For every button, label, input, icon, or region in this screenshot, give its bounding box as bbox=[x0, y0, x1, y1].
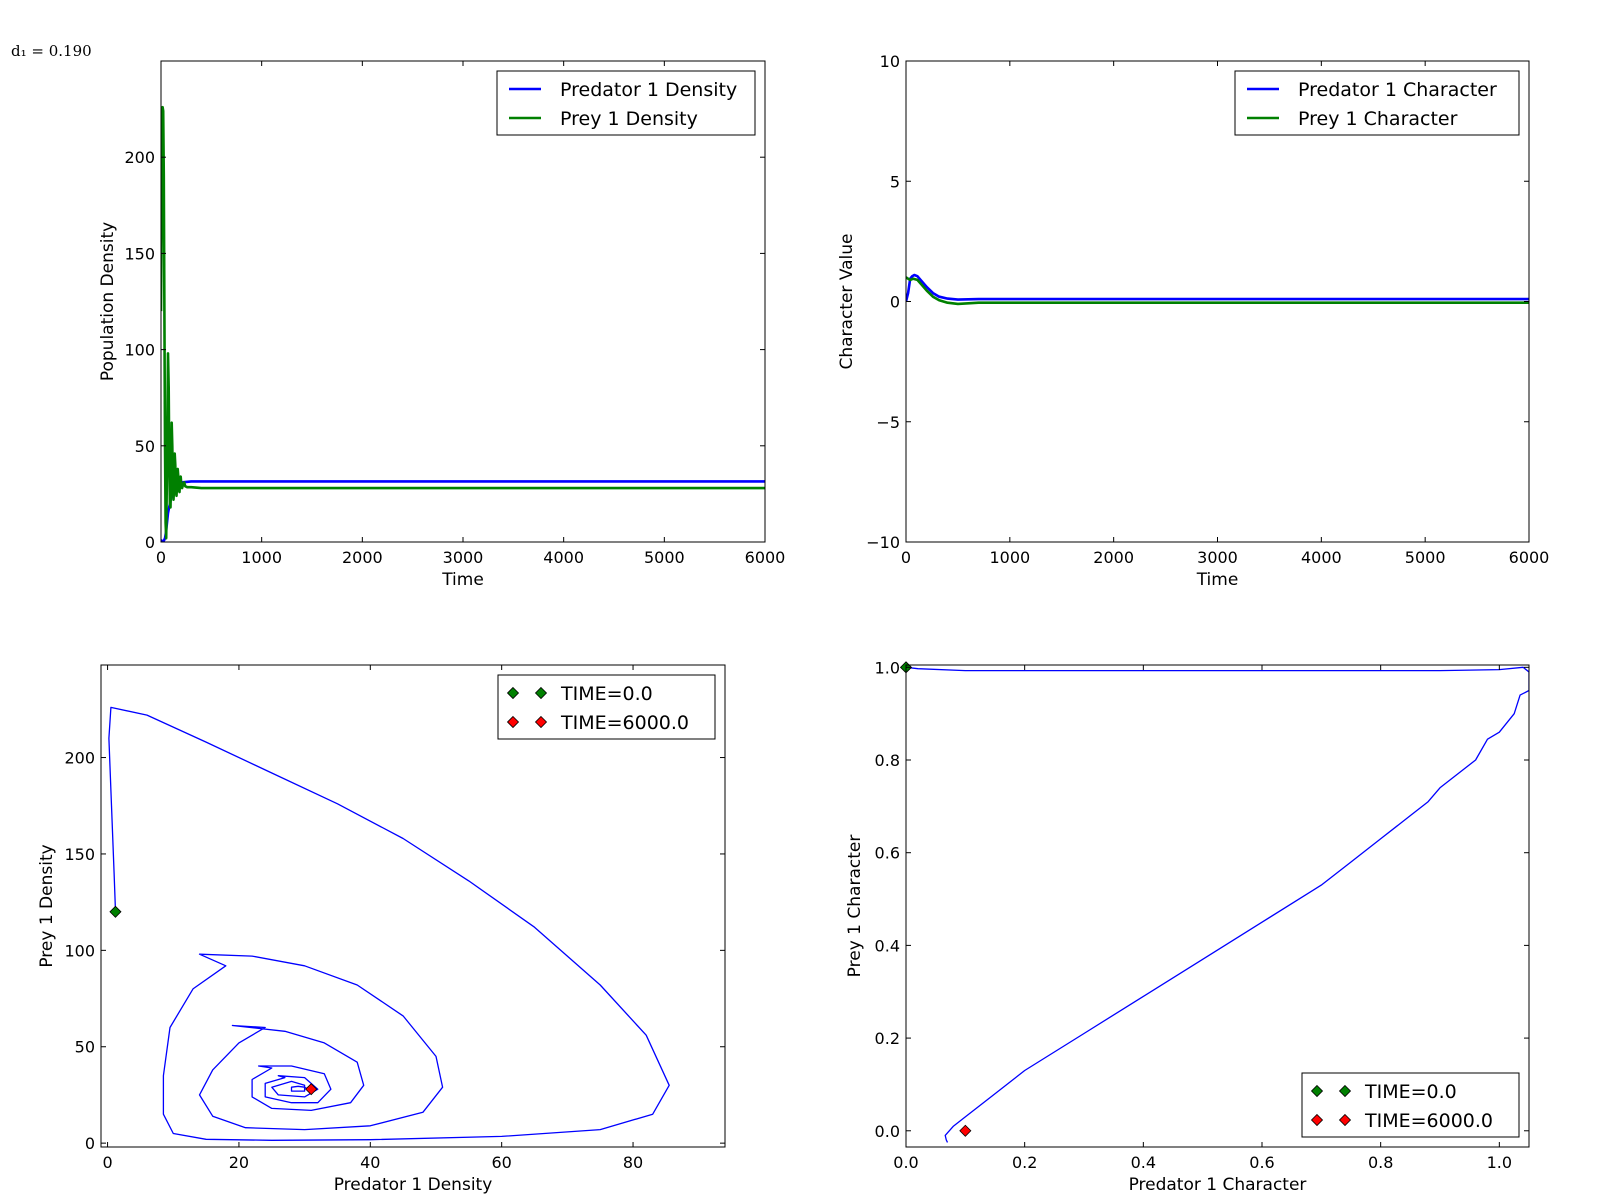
x-tick-label: 0 bbox=[156, 548, 166, 567]
legend-label: Predator 1 Character bbox=[1298, 79, 1497, 101]
series-line-predator-1-density bbox=[161, 480, 765, 542]
legend-box bbox=[1301, 1072, 1520, 1138]
series-line-prey-1-character bbox=[906, 276, 1529, 306]
y-tick-label: 150 bbox=[64, 845, 95, 864]
series-line-predator-1-character bbox=[906, 273, 1529, 302]
x-tick-label: 5000 bbox=[644, 548, 685, 567]
x-tick-label: 0.8 bbox=[1368, 1153, 1393, 1172]
legend: Predator 1 Character Prey 1 Character bbox=[1234, 70, 1520, 136]
x-tick-label: 4000 bbox=[1301, 548, 1342, 567]
parameter-label: d₁ = 0.190 bbox=[11, 42, 92, 60]
legend-label: TIME=6000.0 bbox=[1364, 1110, 1493, 1132]
legend-marker bbox=[506, 715, 520, 729]
legend-label: TIME=0.0 bbox=[560, 683, 653, 705]
y-tick-label: 0.2 bbox=[875, 1029, 900, 1048]
legend-box bbox=[496, 70, 756, 136]
character-time-chart: 0 1000 2000 3000 4000 5000 6000 −10 −5 0 5 10 Time Ch… bbox=[837, 52, 1549, 590]
x-tick-label: 60 bbox=[491, 1153, 511, 1172]
x-tick-label: 4000 bbox=[543, 548, 584, 567]
legend: TIME=0.0 TIME=6000.0 bbox=[1301, 1072, 1520, 1138]
y-tick-label: −10 bbox=[866, 533, 900, 552]
x-tick-label: 1.0 bbox=[1487, 1153, 1512, 1172]
plot-area bbox=[906, 273, 1529, 306]
trajectory-line bbox=[906, 666, 1529, 1143]
plot-area bbox=[108, 706, 670, 1141]
legend-label: TIME=0.0 bbox=[1364, 1081, 1457, 1103]
y-tick-label: 100 bbox=[124, 341, 155, 360]
plot-area bbox=[906, 666, 1529, 1143]
character-phase-chart: 0.0 0.2 0.4 0.6 0.8 1.0 0.0 0.2 0.4 0.6 0.8 1.0 Pred… bbox=[845, 658, 1530, 1195]
x-tick-label: 3000 bbox=[443, 548, 484, 567]
x-tick-label: 3000 bbox=[1197, 548, 1238, 567]
x-axis-label: Predator 1 Character bbox=[1129, 1175, 1307, 1195]
start-marker bbox=[109, 905, 122, 918]
x-tick-label: 2000 bbox=[342, 548, 383, 567]
y-tick-label: 0 bbox=[145, 533, 155, 552]
y-tick-label: 100 bbox=[64, 941, 95, 960]
legend-box bbox=[1234, 70, 1520, 136]
y-tick-label: 0 bbox=[890, 293, 900, 312]
legend-marker bbox=[1310, 1113, 1324, 1127]
x-tick-label: 1000 bbox=[989, 548, 1030, 567]
x-tick-label: 6000 bbox=[745, 548, 786, 567]
legend-box bbox=[497, 674, 716, 740]
series-line-prey-1-density bbox=[161, 105, 765, 540]
legend-marker bbox=[1338, 1084, 1352, 1098]
x-tick-label: 80 bbox=[623, 1153, 643, 1172]
y-tick-label: 0.4 bbox=[875, 936, 900, 955]
legend-marker bbox=[534, 715, 548, 729]
x-tick-label: 5000 bbox=[1405, 548, 1446, 567]
end-marker bbox=[305, 1083, 318, 1096]
y-tick-label: 50 bbox=[135, 437, 155, 456]
legend-marker bbox=[1338, 1113, 1352, 1127]
x-tick-label: 0.6 bbox=[1249, 1153, 1274, 1172]
axes-frame bbox=[905, 664, 1530, 1148]
legend-label: Prey 1 Character bbox=[1298, 108, 1458, 130]
x-tick-label: 0.4 bbox=[1131, 1153, 1156, 1172]
x-tick-label: 2000 bbox=[1093, 548, 1134, 567]
y-tick-label: 0.6 bbox=[875, 844, 900, 863]
x-tick-label: 1000 bbox=[241, 548, 282, 567]
legend-marker bbox=[534, 686, 548, 700]
x-tick-label: 20 bbox=[229, 1153, 249, 1172]
x-tick-label: 40 bbox=[360, 1153, 380, 1172]
y-axis-label: Prey 1 Character bbox=[845, 835, 865, 978]
x-tick-label: 0.2 bbox=[1012, 1153, 1037, 1172]
y-tick-label: 200 bbox=[64, 749, 95, 768]
trajectory-line bbox=[108, 706, 670, 1141]
x-axis-label: Predator 1 Density bbox=[334, 1175, 493, 1195]
plot-area bbox=[161, 105, 765, 542]
legend-marker bbox=[1310, 1084, 1324, 1098]
end-marker bbox=[959, 1124, 972, 1137]
y-axis-label: Character Value bbox=[837, 233, 857, 369]
x-axis-label: Time bbox=[1196, 570, 1239, 590]
x-tick-label: 0 bbox=[901, 548, 911, 567]
y-tick-label: 150 bbox=[124, 244, 155, 263]
y-tick-label: 1.0 bbox=[875, 658, 900, 677]
y-tick-label: 0.8 bbox=[875, 751, 900, 770]
legend-label: Predator 1 Density bbox=[560, 79, 737, 101]
y-tick-label: 10 bbox=[880, 52, 900, 71]
density-phase-chart: 0 20 40 60 80 0 50 100 150 200 Predator 1 Density P… bbox=[37, 664, 726, 1195]
y-tick-label: 5 bbox=[890, 172, 900, 191]
y-tick-label: 200 bbox=[124, 148, 155, 167]
axes-frame bbox=[100, 664, 726, 1148]
legend-marker bbox=[506, 686, 520, 700]
x-tick-label: 0 bbox=[102, 1153, 112, 1172]
y-tick-label: 0.0 bbox=[875, 1122, 900, 1141]
legend: TIME=0.0 TIME=6000.0 bbox=[497, 674, 716, 740]
x-tick-label: 6000 bbox=[1509, 548, 1550, 567]
density-time-chart: 0 1000 2000 3000 4000 5000 6000 0 50 100 150 200 Tim… bbox=[98, 60, 786, 590]
y-tick-label: 50 bbox=[75, 1038, 95, 1057]
legend-label: TIME=6000.0 bbox=[560, 712, 689, 734]
y-axis-label: Population Density bbox=[98, 222, 118, 381]
legend: Predator 1 Density Prey 1 Density bbox=[496, 70, 756, 136]
x-tick-label: 0.0 bbox=[893, 1153, 918, 1172]
y-tick-label: 0 bbox=[85, 1134, 95, 1153]
y-axis-label: Prey 1 Density bbox=[37, 844, 57, 967]
y-tick-label: −5 bbox=[876, 413, 900, 432]
legend-label: Prey 1 Density bbox=[560, 108, 698, 130]
x-axis-label: Time bbox=[441, 570, 484, 590]
